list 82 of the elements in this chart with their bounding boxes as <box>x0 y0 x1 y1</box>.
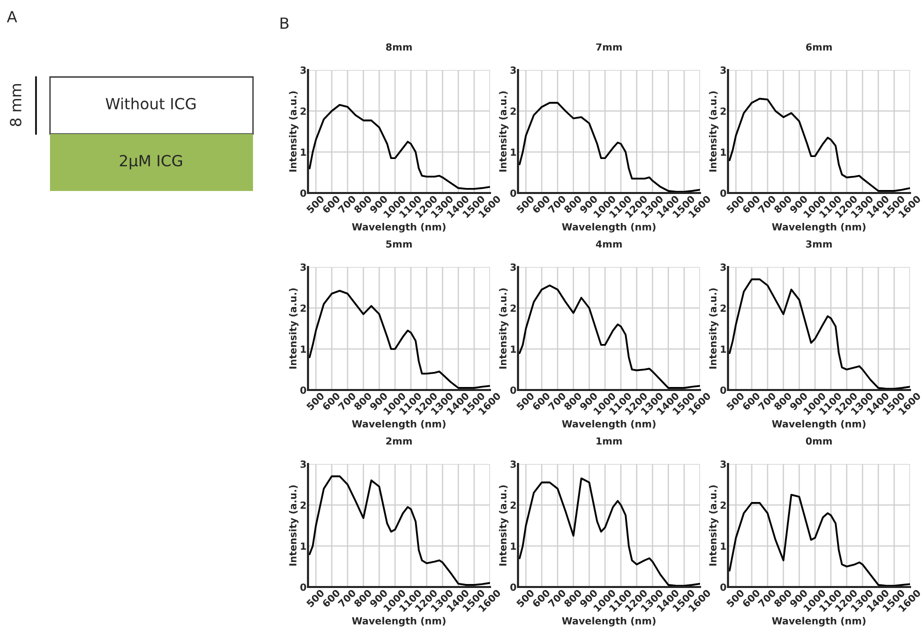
y-tick-label: 2 <box>720 304 726 312</box>
y-tick-label: 2 <box>720 501 726 509</box>
x-axis-title: Wavelength (nm) <box>772 420 866 430</box>
x-axis-title: Wavelength (nm) <box>352 222 446 232</box>
line-series <box>308 475 490 586</box>
y-tick-label: 3 <box>720 460 726 468</box>
x-tick-label: 600 <box>742 194 761 214</box>
chart-title: 8mm <box>386 43 412 51</box>
y-axis-title: Intensity (a.u.) <box>288 288 298 369</box>
y-tick-label: 0 <box>510 386 516 394</box>
chart-title: 2mm <box>386 437 412 445</box>
y-axis-title: Intensity (a.u.) <box>708 91 718 172</box>
y-tick-label: 1 <box>720 542 726 550</box>
x-tick-label: 600 <box>322 194 341 214</box>
y-axis-title: Intensity (a.u.) <box>288 91 298 172</box>
y-tick-label: 1 <box>300 542 306 550</box>
y-tick-label: 1 <box>300 148 306 156</box>
text: 8 mm <box>10 84 22 126</box>
x-tick-label: 600 <box>322 588 341 608</box>
chart-title: 5mm <box>386 240 412 248</box>
y-tick-label: 2 <box>510 304 516 312</box>
x-axis-title: Wavelength (nm) <box>562 222 656 232</box>
chart-title: 7mm <box>596 43 622 51</box>
text: B <box>280 18 288 29</box>
y-tick-label: 3 <box>300 263 306 271</box>
chart-title: 6mm <box>806 43 832 51</box>
x-tick-label: 600 <box>742 588 761 608</box>
y-tick-label: 0 <box>720 583 726 591</box>
chart-title: 4mm <box>596 240 622 248</box>
y-tick-label: 3 <box>510 66 516 74</box>
y-tick-label: 2 <box>510 501 516 509</box>
x-axis-title: Wavelength (nm) <box>352 420 446 430</box>
line-series <box>308 290 490 389</box>
y-axis-title: Intensity (a.u.) <box>708 485 718 566</box>
text: 2μM ICG <box>120 154 182 170</box>
y-axis-title: Intensity (a.u.) <box>498 288 508 369</box>
y-tick-label: 3 <box>300 66 306 74</box>
y-tick-label: 1 <box>510 346 516 353</box>
y-tick-label: 0 <box>720 189 726 197</box>
y-axis-title: Intensity (a.u.) <box>288 485 298 566</box>
x-axis-title: Wavelength (nm) <box>562 420 656 430</box>
line-series <box>308 104 490 190</box>
y-tick-label: 3 <box>720 66 726 74</box>
y-tick-label: 2 <box>300 304 306 312</box>
y-tick-label: 1 <box>510 542 516 550</box>
y-tick-label: 3 <box>510 263 516 271</box>
y-tick-label: 2 <box>300 107 306 115</box>
y-tick-label: 0 <box>720 386 726 394</box>
x-tick-label: 600 <box>322 392 341 411</box>
chart-title: 3mm <box>806 240 832 248</box>
x-tick-label: 600 <box>532 194 551 214</box>
text: A <box>6 11 18 22</box>
y-tick-label: 1 <box>510 148 516 156</box>
y-tick-label: 2 <box>300 501 306 509</box>
y-tick-label: 3 <box>510 460 516 468</box>
x-axis-title: Wavelength (nm) <box>562 616 656 626</box>
x-axis-title: Wavelength (nm) <box>352 616 446 626</box>
y-axis-title: Intensity (a.u.) <box>498 91 508 172</box>
y-tick-label: 1 <box>720 346 726 353</box>
x-tick-label: 600 <box>742 392 761 411</box>
y-axis-title: Intensity (a.u.) <box>498 485 508 566</box>
y-tick-label: 2 <box>510 107 516 115</box>
x-axis-title: Wavelength (nm) <box>772 616 866 626</box>
chart-title: 1mm <box>596 437 622 445</box>
line-series <box>518 284 700 389</box>
x-tick-label: 600 <box>532 588 551 608</box>
y-tick-label: 3 <box>300 460 306 468</box>
y-tick-label: 1 <box>720 148 726 156</box>
y-tick-label: 2 <box>720 107 726 115</box>
y-tick-label: 0 <box>510 583 516 591</box>
chart-title: 0mm <box>806 437 832 445</box>
y-tick-label: 0 <box>300 189 306 197</box>
y-tick-label: 0 <box>510 189 516 197</box>
text: Without ICG <box>106 98 196 110</box>
x-tick-label: 600 <box>532 392 551 411</box>
y-tick-label: 0 <box>300 583 306 591</box>
line-series <box>728 98 910 192</box>
y-tick-label: 1 <box>300 346 306 353</box>
y-tick-label: 3 <box>720 263 726 271</box>
y-tick-label: 0 <box>300 386 306 394</box>
x-axis-title: Wavelength (nm) <box>772 222 866 232</box>
y-axis-title: Intensity (a.u.) <box>708 288 718 369</box>
